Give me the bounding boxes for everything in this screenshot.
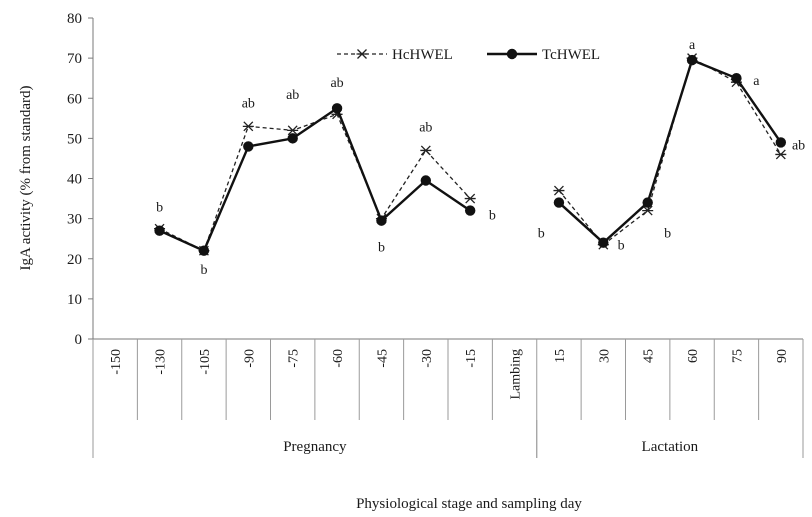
y-tick-label: 30	[67, 212, 82, 228]
star-marker	[287, 125, 299, 136]
y-tick-label: 50	[67, 131, 82, 147]
significance-letters: b b ab ab ab b ab b b b b a a ab	[156, 38, 805, 278]
y-tick-label: 0	[75, 332, 83, 348]
significance-letter: ab	[286, 88, 299, 103]
significance-letter: ab	[792, 138, 805, 153]
legend-label: HcHWEL	[392, 47, 453, 63]
circle-marker	[376, 215, 387, 226]
y-tick-label: 40	[67, 172, 82, 188]
star-marker	[464, 193, 476, 204]
star-marker	[553, 185, 565, 196]
significance-letter: b	[378, 241, 385, 256]
y-axis-title: IgA activity (% from standard)	[18, 86, 34, 271]
circle-marker	[420, 175, 432, 186]
significance-letter: b	[538, 227, 545, 242]
star-marker	[242, 121, 254, 132]
x-tick-label: 15	[553, 349, 568, 363]
y-tick-label: 20	[67, 252, 82, 268]
star-marker	[642, 205, 654, 216]
series-HcHWEL	[154, 53, 787, 256]
series-line	[558, 58, 782, 245]
y-tick-label: 70	[67, 51, 82, 67]
x-tick-label: -105	[198, 349, 213, 375]
significance-letter: b	[489, 209, 496, 224]
circle-marker	[598, 237, 609, 248]
circle-marker	[287, 133, 298, 144]
significance-letter: a	[753, 74, 760, 89]
circle-marker	[775, 137, 787, 148]
circle-marker	[464, 205, 476, 216]
series-line	[159, 113, 471, 252]
x-tick-label: 45	[642, 349, 657, 363]
x-tick-label: 30	[597, 349, 612, 363]
group-label: Lactation	[642, 439, 699, 455]
x-tick-label: Lambing	[509, 349, 524, 400]
series-layer	[154, 53, 787, 256]
significance-letter: a	[689, 38, 696, 53]
y-axis: 0 10 20 30 40 50 60 70 80	[67, 11, 94, 348]
series-line	[159, 106, 471, 253]
circle-marker	[686, 54, 698, 66]
y-tick-label: 60	[67, 91, 82, 107]
x-tick-label: 75	[730, 349, 745, 363]
x-axis: -150 -130 -105 -90 -75 -60 -45 -30 -15 Lambing 15 3…	[92, 338, 804, 458]
x-tick-label: -60	[331, 349, 346, 368]
circle-marker	[731, 72, 742, 84]
circle-marker	[154, 225, 165, 236]
star-marker	[420, 145, 432, 156]
x-tick-label: -90	[242, 349, 257, 368]
circle-marker	[506, 48, 518, 60]
significance-letter: ab	[419, 120, 432, 135]
circle-marker	[642, 197, 653, 208]
legend-label: TcHWEL	[542, 47, 600, 63]
x-tick-label: -75	[287, 349, 302, 368]
significance-letter: ab	[242, 96, 255, 111]
significance-letter: ab	[330, 76, 343, 91]
star-marker	[775, 149, 787, 160]
significance-letter: b	[156, 201, 163, 216]
series-TcHWEL	[154, 54, 787, 256]
x-tick-label: -150	[109, 349, 124, 375]
circle-marker	[198, 245, 210, 256]
circle-marker	[553, 197, 565, 208]
significance-letter: b	[664, 227, 671, 242]
series-line	[558, 57, 782, 246]
x-tick-label: -45	[375, 349, 390, 368]
significance-letter: b	[618, 239, 625, 254]
y-tick-label: 10	[67, 292, 82, 308]
star-marker	[356, 49, 368, 59]
significance-letter: b	[200, 263, 207, 278]
y-tick-label: 80	[67, 11, 82, 27]
group-label: Pregnancy	[283, 439, 347, 455]
legend: HcHWEL TcHWEL	[337, 47, 600, 63]
x-tick-label: -130	[154, 349, 169, 375]
x-tick-label: -30	[420, 349, 435, 368]
x-axis-title: Physiological stage and sampling day	[356, 496, 582, 512]
x-tick-label: 60	[686, 349, 701, 363]
x-tick-label: -15	[464, 349, 479, 368]
x-tick-label: 90	[775, 349, 790, 363]
circle-marker	[243, 141, 254, 152]
circle-marker	[331, 103, 343, 114]
